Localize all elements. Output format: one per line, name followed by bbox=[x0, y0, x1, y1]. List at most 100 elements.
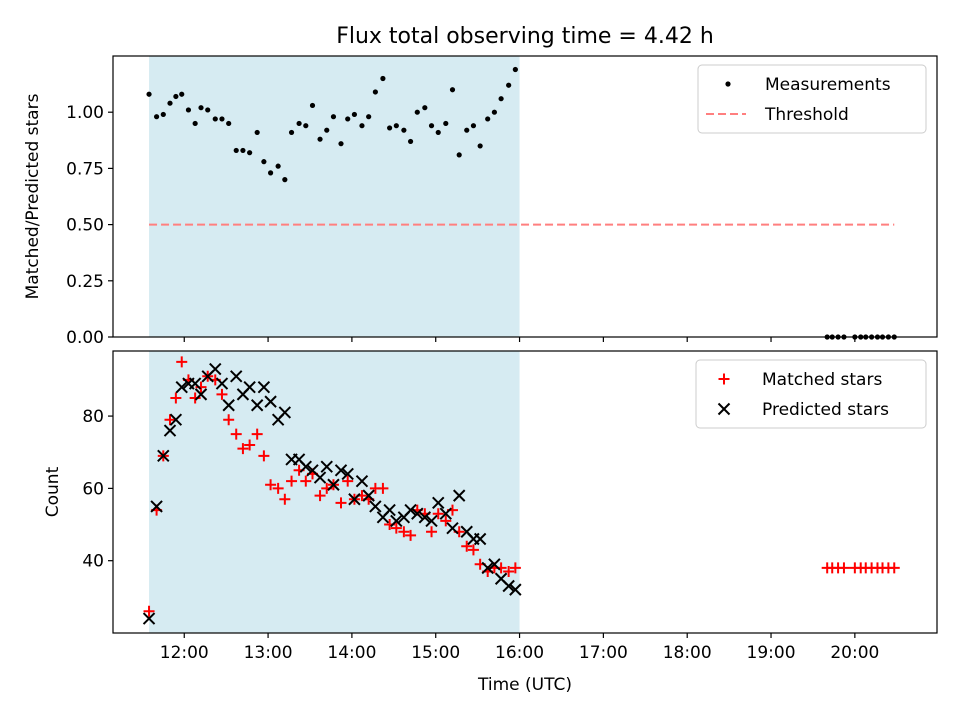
measurement-point bbox=[401, 127, 407, 133]
y-tick-label: 0.25 bbox=[66, 272, 104, 292]
matched-star-marker bbox=[342, 475, 354, 487]
y-axis-label: Count bbox=[43, 466, 63, 517]
measurement-point bbox=[247, 150, 253, 156]
bottom-panel: 40 60 80 12:00 13:00 14:00 15:00 16:00 17:00 18:0… bbox=[43, 350, 938, 663]
predicted-star-marker bbox=[313, 471, 327, 484]
predicted-star-marker bbox=[320, 460, 333, 473]
matched-star-marker bbox=[251, 428, 263, 440]
measurement-point bbox=[372, 89, 378, 95]
measurement-point bbox=[179, 91, 185, 97]
matched-star-marker bbox=[467, 544, 479, 556]
measurement-point bbox=[422, 105, 428, 111]
matched-star-marker bbox=[300, 475, 312, 487]
measurement-point bbox=[324, 127, 330, 133]
x-tick-label: 15:00 bbox=[411, 643, 460, 663]
predicted-star-marker bbox=[341, 467, 354, 481]
measurement-point bbox=[153, 114, 160, 120]
measurement-point bbox=[309, 102, 316, 109]
measurement-point bbox=[338, 141, 344, 147]
predicted-star-marker bbox=[509, 583, 522, 596]
predicted-star-marker bbox=[169, 413, 183, 426]
measurement-point bbox=[435, 129, 441, 136]
observing-window-span bbox=[149, 351, 520, 633]
matched-star-marker bbox=[216, 388, 228, 400]
measurement-point bbox=[303, 123, 309, 129]
matched-star-marker bbox=[223, 414, 235, 426]
matched-star-marker bbox=[286, 475, 298, 487]
measurement-point bbox=[288, 129, 295, 136]
x-tick-label: 14:00 bbox=[327, 643, 376, 663]
matched-star-marker bbox=[272, 482, 284, 494]
predicted-star-marker bbox=[334, 464, 348, 477]
predicted-star-marker bbox=[150, 500, 163, 513]
x-tick-label: 12:00 bbox=[160, 643, 209, 663]
measurement-point bbox=[254, 129, 260, 136]
measurement-point bbox=[366, 114, 372, 120]
predicted-star-marker bbox=[327, 478, 340, 491]
predicted-star-marker bbox=[157, 449, 170, 463]
predicted-star-marker bbox=[404, 503, 417, 517]
x-tick-label: 17:00 bbox=[579, 643, 628, 663]
predicted-star-marker bbox=[390, 514, 403, 528]
matched-star-marker bbox=[314, 490, 326, 502]
matched-star-marker bbox=[377, 482, 389, 494]
y-tick-label: 80 bbox=[82, 407, 104, 427]
predicted-star-marker bbox=[250, 399, 264, 412]
predicted-star-marker bbox=[348, 493, 361, 506]
measurement-point bbox=[261, 159, 267, 165]
predicted-star-marker bbox=[473, 532, 487, 546]
matched-star-marker bbox=[432, 508, 444, 520]
matched-star-marker bbox=[838, 562, 850, 574]
matched-star-marker bbox=[279, 493, 291, 505]
predicted-star-marker bbox=[432, 496, 445, 510]
matched-star-marker bbox=[888, 562, 900, 574]
predicted-star-marker bbox=[502, 579, 515, 593]
matched-star-marker bbox=[265, 479, 277, 491]
measurement-point bbox=[212, 116, 218, 122]
matched-star-marker bbox=[164, 414, 176, 426]
predicted-star-marker bbox=[418, 511, 432, 524]
predicted-star-marker bbox=[425, 514, 438, 528]
predicted-star-marker bbox=[175, 380, 188, 394]
matched-star-marker bbox=[244, 439, 256, 451]
predicted-star-marker bbox=[230, 370, 243, 383]
measurement-point bbox=[345, 116, 351, 122]
predicted-star-marker bbox=[188, 377, 202, 390]
y-axis-label: Matched/Predicted stars bbox=[23, 93, 43, 299]
measurement-point bbox=[498, 96, 504, 102]
legend-predicted-swatch bbox=[717, 402, 731, 416]
x-tick-label: 18:00 bbox=[663, 643, 712, 663]
legend-box bbox=[697, 64, 927, 134]
measurement-point bbox=[233, 147, 239, 154]
matched-star-marker bbox=[461, 540, 473, 552]
predicted-star-marker bbox=[383, 503, 396, 517]
measurement-point bbox=[205, 107, 211, 113]
x-tick-label: 19:00 bbox=[747, 643, 796, 663]
measurement-point bbox=[387, 125, 393, 131]
predicted-star-marker bbox=[299, 460, 313, 473]
measurement-point bbox=[477, 143, 483, 149]
y-tick-label: 1.00 bbox=[66, 103, 104, 123]
matched-star-marker bbox=[335, 497, 347, 509]
measurement-point bbox=[240, 147, 246, 154]
predicted-star-marker bbox=[362, 489, 375, 502]
measurement-point bbox=[351, 111, 358, 118]
legend-box bbox=[695, 359, 927, 429]
matched-star-marker bbox=[405, 529, 417, 541]
matched-star-marker bbox=[195, 381, 207, 393]
predicted-star-marker bbox=[452, 489, 466, 502]
legend-label: Predicted stars bbox=[762, 400, 889, 420]
x-tick-label: 13:00 bbox=[244, 643, 293, 663]
matched-star-marker bbox=[189, 392, 201, 404]
predicted-star-marker bbox=[439, 507, 452, 520]
measurement-point bbox=[393, 123, 399, 129]
legend-label: Threshold bbox=[764, 105, 849, 125]
x-tick-label: 16:00 bbox=[495, 643, 544, 663]
measurement-point bbox=[456, 152, 462, 158]
measurement-point bbox=[192, 120, 198, 127]
matched-star-marker bbox=[237, 443, 249, 455]
y-tick-label: 0.50 bbox=[66, 216, 104, 236]
predicted-star-marker bbox=[222, 399, 235, 412]
measurement-point bbox=[317, 136, 323, 142]
y-tick-label: 40 bbox=[82, 552, 104, 572]
